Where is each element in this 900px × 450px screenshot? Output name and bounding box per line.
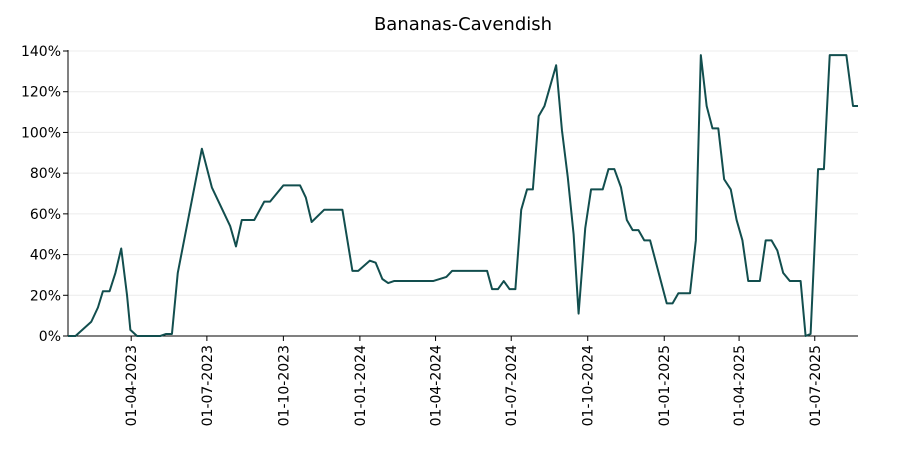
x-tick-label: 01-04-2023 [124,345,140,426]
x-tick-label: 01-10-2023 [276,345,292,426]
x-tick-label: 01-04-2024 [429,345,445,426]
x-tick-label: 01-07-2023 [200,345,216,426]
y-tick-label: 80% [30,166,61,182]
y-tick-label: 0% [39,329,61,345]
y-tick-label: 20% [30,288,61,304]
y-tick-label: 140% [21,44,61,60]
x-tick-label: 01-04-2025 [732,345,748,426]
x-tick-label: 01-01-2025 [657,345,673,426]
y-tick-label: 120% [21,85,61,101]
x-tick-label: 01-07-2025 [808,345,824,426]
x-tick-label: 01-10-2024 [581,345,597,426]
x-tick-label: 01-01-2024 [353,345,369,426]
y-tick-label: 100% [21,125,61,141]
data-line [68,54,858,337]
chart-title: Bananas-Cavendish [374,14,552,35]
y-tick-label: 60% [30,207,61,223]
x-tick-label: 01-07-2024 [504,345,520,426]
y-tick-label: 40% [30,248,61,264]
